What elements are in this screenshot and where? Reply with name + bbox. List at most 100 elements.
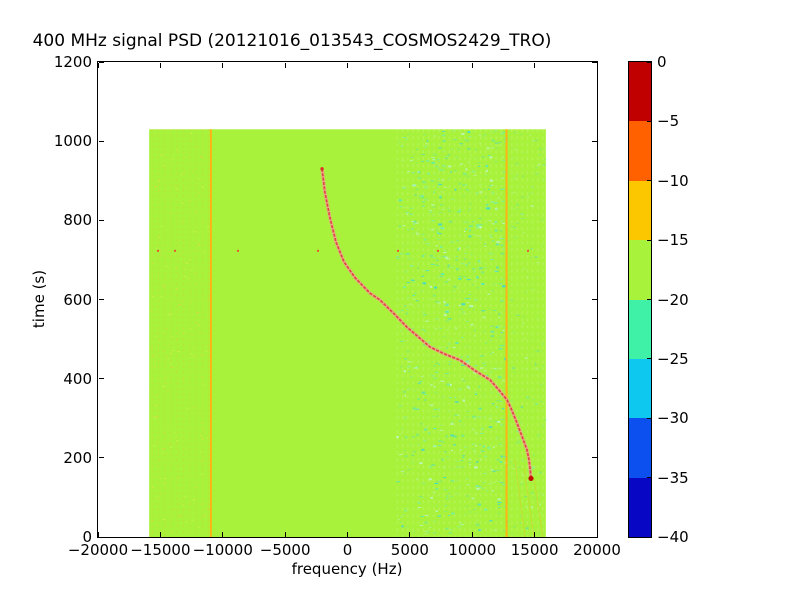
speckle <box>520 515 522 517</box>
speckle <box>522 332 525 334</box>
colorbar-segment <box>629 299 651 359</box>
speckle <box>400 366 403 368</box>
speckle <box>401 310 404 312</box>
speckle <box>473 418 476 420</box>
speckle <box>201 186 204 188</box>
speckle <box>403 245 407 247</box>
speckle <box>407 171 411 173</box>
speckle <box>486 222 488 224</box>
speckle <box>498 313 501 316</box>
speckle <box>516 314 520 316</box>
speckle <box>462 220 465 222</box>
speckle <box>423 270 428 272</box>
speckle <box>437 302 441 304</box>
speckle <box>485 342 487 344</box>
speckle <box>434 286 438 289</box>
colorbar-segment <box>629 180 651 241</box>
speckle <box>432 191 436 193</box>
speckle <box>165 373 167 375</box>
speckle <box>163 165 166 167</box>
y-tick-mark <box>99 61 104 63</box>
speckle <box>524 357 528 360</box>
speckle <box>423 338 427 340</box>
speckle <box>453 435 457 438</box>
speckle <box>482 482 486 484</box>
y-tick-mark <box>99 140 104 142</box>
speckle <box>538 368 542 370</box>
speckle <box>433 444 437 447</box>
speckle <box>479 260 482 262</box>
speckle <box>447 318 452 320</box>
speckle <box>154 186 157 188</box>
speckle <box>184 268 187 270</box>
speckle <box>466 320 469 322</box>
speckle <box>540 244 543 247</box>
speckle <box>489 520 493 522</box>
speckle <box>427 432 431 434</box>
speckle <box>169 352 173 354</box>
speckle <box>438 169 443 171</box>
speckle <box>438 445 442 447</box>
speckle <box>433 189 436 191</box>
speckle <box>458 247 461 250</box>
speckle <box>424 313 427 315</box>
speckle <box>470 323 474 325</box>
speckle <box>463 258 467 260</box>
speckle <box>489 414 492 417</box>
chart-title: 400 MHz signal PSD (20121016_013543_COSM… <box>32 31 552 51</box>
speckle <box>464 139 467 141</box>
speckle <box>516 223 519 225</box>
speckle <box>429 466 432 468</box>
speckle <box>441 150 446 152</box>
speckle <box>486 375 489 377</box>
speckle <box>174 432 176 434</box>
speckle <box>405 253 410 256</box>
speckle <box>540 343 544 346</box>
speckle <box>502 159 506 161</box>
speckle <box>416 366 419 369</box>
speckle <box>161 148 163 150</box>
speckle <box>466 175 470 177</box>
speckle <box>431 215 436 217</box>
speckle <box>483 134 487 136</box>
speckle <box>195 146 198 148</box>
speckle <box>490 325 494 327</box>
speckle <box>465 513 468 515</box>
speckle <box>464 298 469 300</box>
speckle <box>478 455 481 457</box>
speckle <box>480 355 485 357</box>
speckle <box>448 493 451 495</box>
speckle <box>436 238 441 240</box>
speckle <box>502 248 505 251</box>
speckle <box>466 495 470 497</box>
speckle <box>421 195 425 198</box>
speckle <box>456 268 459 271</box>
speckle <box>459 523 463 526</box>
x-tick-mark <box>222 532 224 537</box>
y-tick-mark <box>99 219 104 221</box>
speckle <box>442 134 446 137</box>
speckle <box>400 516 403 518</box>
speckle <box>176 440 179 442</box>
speckle <box>461 132 465 135</box>
speckle <box>491 184 494 186</box>
speckle <box>400 428 403 430</box>
speckle <box>503 326 506 328</box>
speckle <box>421 448 425 451</box>
speckle <box>512 526 517 528</box>
speckle <box>435 488 439 490</box>
speckle <box>433 365 436 367</box>
speckle <box>447 497 451 499</box>
doppler-track-start <box>320 167 324 171</box>
speckle <box>403 340 407 342</box>
speckle <box>520 408 522 410</box>
speckle <box>499 230 502 232</box>
speckle <box>438 440 442 442</box>
speckle <box>475 485 480 488</box>
speckle <box>171 366 174 368</box>
speckle <box>488 483 492 485</box>
speckle <box>535 350 539 352</box>
speckle <box>447 515 451 517</box>
speckle <box>462 455 465 457</box>
speckle <box>476 269 480 271</box>
